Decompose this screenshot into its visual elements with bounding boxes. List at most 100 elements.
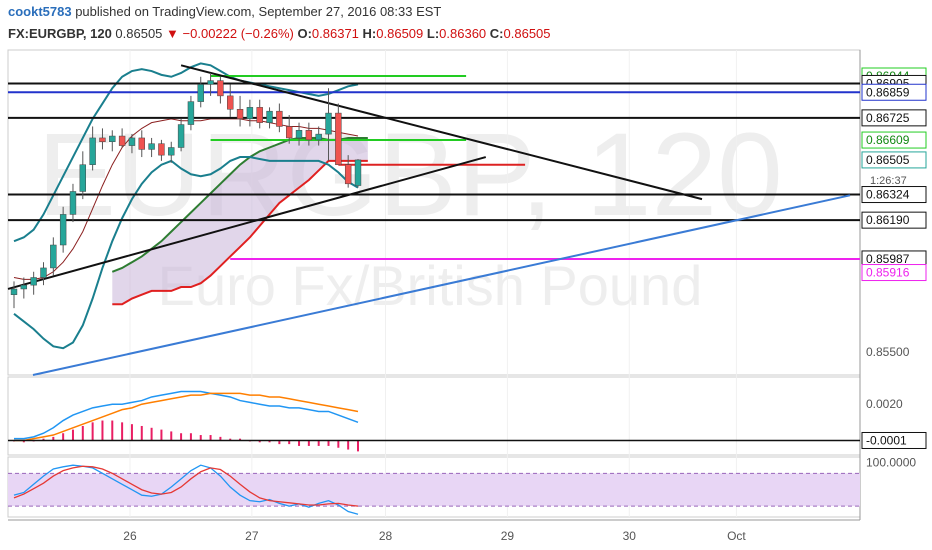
macd-histogram-bar <box>160 429 163 441</box>
candle-down <box>138 137 145 150</box>
macd-histogram-bar <box>357 440 359 452</box>
macd-histogram-bar <box>189 433 192 441</box>
stoch-d-line <box>13 465 359 507</box>
macd-tick-label: 0.0020 <box>866 397 903 411</box>
high-value: 0.86509 <box>376 26 424 41</box>
low-label: L: <box>426 26 440 41</box>
price-label-text: 0.86324 <box>866 188 910 202</box>
candle-up <box>20 284 28 290</box>
price-label-box <box>861 264 927 282</box>
macd-value-box <box>861 431 927 449</box>
watermark-symbol: EURGBP, 120 <box>37 109 783 241</box>
candle-up <box>295 130 303 139</box>
macd-histogram-bar <box>239 438 242 441</box>
macd-line <box>14 390 359 440</box>
candle-up <box>109 135 116 143</box>
close-value: 0.86505 <box>503 26 551 41</box>
candle-down <box>227 95 234 110</box>
candle-up <box>128 137 136 146</box>
candle-up <box>197 84 204 102</box>
candle-up <box>59 214 67 246</box>
price-label-text: 0.86609 <box>866 133 910 147</box>
macd-histogram-bar <box>91 422 94 441</box>
candle-down <box>118 135 126 146</box>
macd-histogram-bar <box>101 420 104 441</box>
candle-up <box>246 107 254 120</box>
price-label-text: 0.86725 <box>866 111 910 125</box>
macd-histogram-bar <box>150 427 153 441</box>
macd-histogram-bar <box>298 440 301 446</box>
macd-histogram-bar <box>71 429 74 441</box>
price-label-text: 0.85916 <box>866 266 910 280</box>
candle-up <box>325 112 332 135</box>
time-tick-label: 29 <box>501 529 515 543</box>
macd-histogram-bar <box>278 440 281 445</box>
trendline-resistance <box>180 64 703 201</box>
candle-down <box>286 126 293 139</box>
macd-histogram-bar <box>111 420 114 441</box>
macd-histogram-bar <box>81 425 84 441</box>
last-price: 0.86505 <box>115 26 163 41</box>
macd-histogram-bar <box>347 440 350 450</box>
bollinger-middle <box>13 118 359 280</box>
symbol-label[interactable]: FX:EURGBP, 120 <box>8 26 112 41</box>
candle-up <box>30 277 37 286</box>
price-label-box <box>861 83 927 101</box>
macd-histogram-bar <box>130 424 133 441</box>
price-label-box <box>861 151 927 169</box>
low-value: 0.86360 <box>439 26 487 41</box>
candle-up <box>207 80 214 85</box>
high-label: H: <box>362 26 377 41</box>
macd-histogram-bar <box>52 436 55 441</box>
macd-histogram-bar <box>219 436 222 441</box>
time-tick-label: 26 <box>123 529 137 543</box>
author-link[interactable]: cookt5783 <box>8 4 72 19</box>
macd-histogram-bar <box>180 433 183 441</box>
time-tick-label: 27 <box>245 529 259 543</box>
candle-up <box>354 159 362 186</box>
macd-histogram-bar <box>288 440 291 445</box>
candle-up <box>148 143 155 150</box>
publish-info: published on TradingView.com, September … <box>71 4 442 19</box>
trendline-ascending <box>32 194 851 376</box>
price-label-text: 0.86190 <box>866 213 910 227</box>
price-label-text: 0.85987 <box>866 252 910 266</box>
macd-histogram-bar <box>140 425 143 441</box>
candle-down <box>99 137 106 143</box>
candle-down <box>305 130 313 141</box>
candle-up <box>168 147 175 156</box>
candle-up <box>50 244 57 269</box>
chart-header: cookt5783 published on TradingView.com, … <box>0 0 932 46</box>
price-label-box <box>861 109 927 127</box>
macd-histogram-bar <box>258 440 261 443</box>
candle-up <box>10 288 18 295</box>
macd-histogram-bar <box>307 440 310 446</box>
symbol-line: FX:EURGBP, 120 0.86505 ▼ −0.00222 (−0.26… <box>8 26 551 41</box>
candle-up <box>69 191 77 215</box>
macd-histogram-bar <box>268 440 271 443</box>
candle-up <box>266 110 273 123</box>
macd-pane <box>7 376 861 456</box>
candle-down <box>276 110 283 127</box>
time-tick-label: 28 <box>379 529 393 543</box>
candle-up <box>89 137 96 165</box>
time-tick-label: 30 <box>623 529 637 543</box>
candle-up <box>40 267 47 278</box>
price-label-box <box>861 211 927 229</box>
macd-histogram-bar <box>121 422 124 441</box>
candle-down <box>217 80 224 97</box>
macd-histogram-bar <box>337 440 340 448</box>
macd-histogram-bar <box>209 435 212 441</box>
macd-histogram-bar <box>327 440 330 446</box>
open-value: 0.86371 <box>311 26 359 41</box>
price-tick-label: 0.85500 <box>866 345 910 359</box>
macd-histogram-bar <box>229 438 232 441</box>
watermark: EURGBP, 120 Euro Fx/British Pound <box>37 109 783 317</box>
price-label-box <box>861 131 927 149</box>
macd-histogram-bar <box>317 440 320 446</box>
bollinger-lower <box>13 156 359 350</box>
candle-up <box>187 101 195 125</box>
stoch-tick-label: 100.0000 <box>866 455 916 469</box>
macd-value-label: -0.0001 <box>866 433 907 447</box>
